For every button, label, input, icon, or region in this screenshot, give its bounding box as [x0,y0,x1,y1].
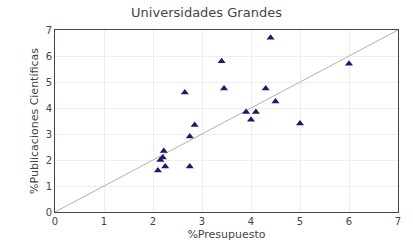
svg-text:Universidades Grandes: Universidades Grandes [131,5,282,20]
svg-text:2: 2 [46,155,52,166]
svg-text:7: 7 [395,216,401,227]
svg-text:1: 1 [46,181,52,192]
svg-text:%Presupuesto: %Presupuesto [187,228,265,241]
svg-text:4: 4 [46,103,52,114]
svg-text:0: 0 [46,207,52,218]
svg-text:6: 6 [346,216,352,227]
svg-text:7: 7 [46,25,52,36]
svg-text:5: 5 [46,77,52,88]
svg-text:1: 1 [101,216,107,227]
svg-text:%Publicaciones Científicas: %Publicaciones Científicas [28,48,41,194]
svg-text:3: 3 [199,216,205,227]
svg-text:5: 5 [297,216,303,227]
svg-text:2: 2 [150,216,156,227]
svg-text:0: 0 [52,216,58,227]
svg-text:6: 6 [46,51,52,62]
svg-text:3: 3 [46,129,52,140]
svg-text:4: 4 [248,216,254,227]
